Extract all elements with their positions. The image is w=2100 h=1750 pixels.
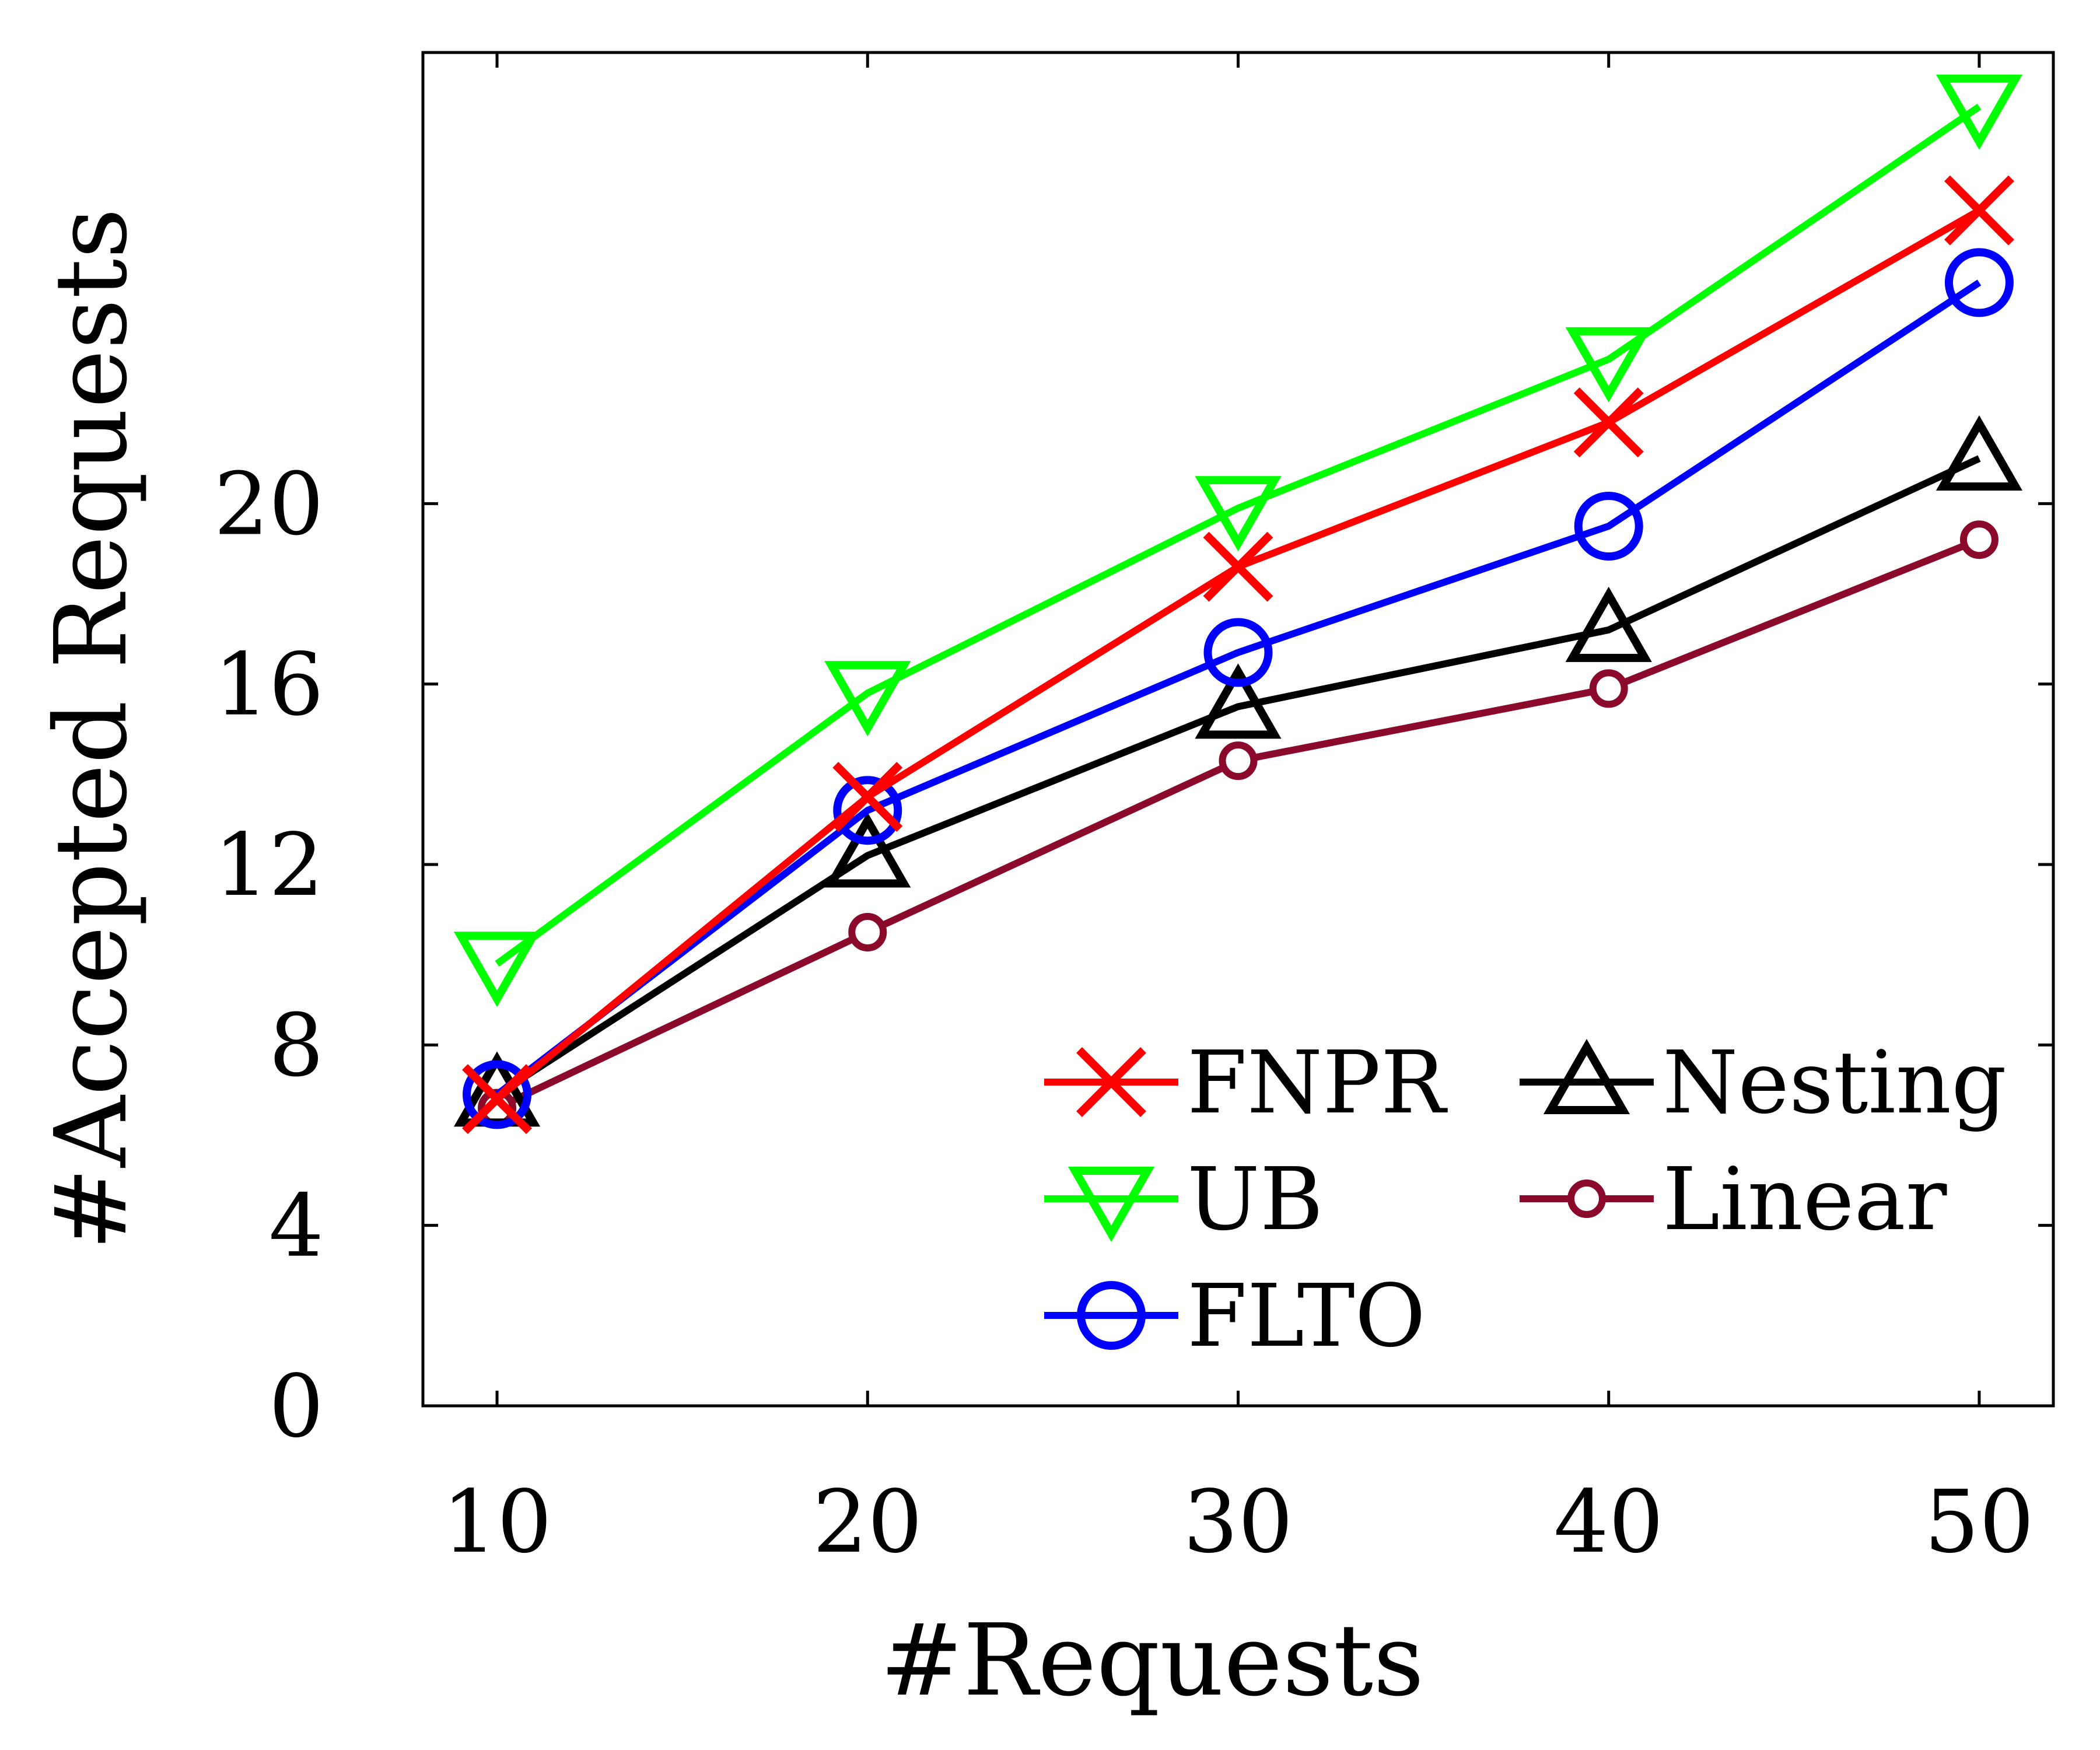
y-tick-label: 20 (214, 454, 324, 554)
data-point (463, 1060, 532, 1129)
legend-item-flto: FLTO (1044, 1266, 1426, 1366)
series-line (495, 279, 1982, 1098)
data-point (1573, 387, 1644, 458)
legend-marker (1076, 1047, 1146, 1117)
y-tick-label: 16 (214, 635, 324, 735)
x-tick-label: 50 (1924, 1472, 2034, 1572)
data-point (462, 1064, 532, 1135)
legend-marker (1543, 1038, 1630, 1114)
data-point (1195, 663, 1282, 739)
data-point (1944, 248, 2014, 317)
legend-item-nesting: Nesting (1520, 1032, 2007, 1133)
data-point (1959, 520, 1999, 559)
x-axis-label: #Requests (880, 1603, 1424, 1718)
x-tick-label: 20 (813, 1472, 922, 1572)
y-tick-label: 8 (269, 995, 324, 1096)
data-point (1589, 669, 1628, 708)
axis-ticks: 10 20 30 40 50 0 4 8 12 16 20 (214, 52, 2053, 1572)
data-point (1944, 175, 2014, 246)
data-point (1203, 531, 1273, 602)
series-group (453, 74, 2023, 1135)
data-point (832, 762, 903, 832)
data-point (833, 776, 902, 845)
data-point (1195, 476, 1282, 552)
legend-item-ub: UB (1044, 1149, 1324, 1250)
series-nesting (453, 415, 2023, 1127)
x-tick-label: 10 (442, 1472, 552, 1572)
series-fnpr (462, 175, 2014, 1135)
legend-label: Linear (1662, 1149, 1947, 1250)
series-line (495, 455, 1981, 1098)
data-point (1936, 74, 2023, 150)
legend: FNPR UB FLTO Nesting Linear (1044, 1032, 2007, 1366)
legend-item-fnpr: FNPR (1044, 1032, 1448, 1133)
legend-label: FLTO (1187, 1266, 1426, 1366)
legend-label: Nesting (1662, 1032, 2007, 1133)
y-tick-label: 4 (269, 1176, 324, 1276)
series-flto (463, 248, 2014, 1129)
legend-item-linear: Linear (1520, 1149, 1947, 1250)
data-point (1565, 586, 1652, 662)
data-point (1203, 618, 1273, 687)
data-point (453, 932, 541, 1007)
y-tick-label: 12 (214, 815, 324, 915)
legend-marker (1567, 1180, 1606, 1218)
legend-label: UB (1187, 1149, 1324, 1250)
data-point (824, 812, 911, 888)
data-point (824, 661, 911, 737)
legend-marker (1077, 1281, 1146, 1350)
y-axis-label: #Accepted Requests (34, 208, 149, 1250)
series-line (495, 103, 1982, 967)
data-point (1574, 492, 1643, 561)
x-tick-label: 30 (1183, 1472, 1293, 1572)
data-point (1565, 327, 1652, 402)
data-point (1219, 741, 1258, 780)
x-tick-label: 40 (1554, 1472, 1664, 1572)
data-point (848, 913, 887, 951)
y-tick-label: 0 (269, 1356, 324, 1457)
legend-marker (1068, 1167, 1155, 1242)
data-point (1936, 415, 2023, 491)
legend-label: FNPR (1187, 1032, 1448, 1133)
series-ub (453, 74, 2023, 1007)
